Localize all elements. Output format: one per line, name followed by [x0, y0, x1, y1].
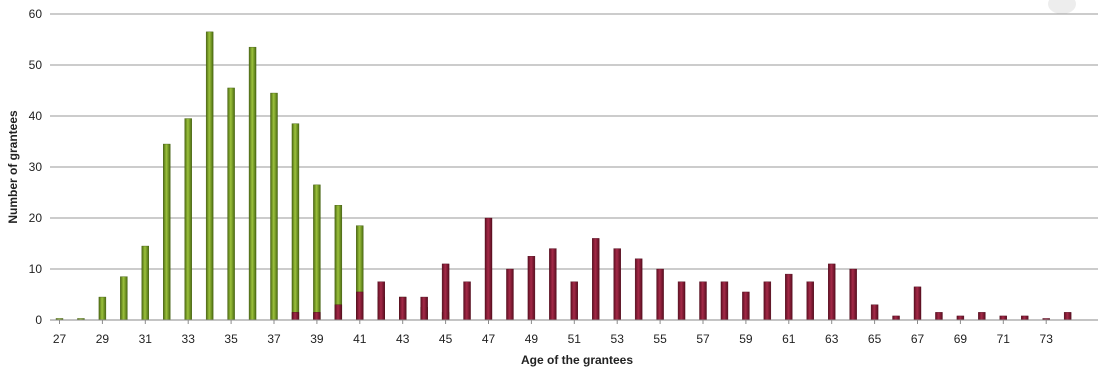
- x-tick-label: 41: [353, 332, 367, 346]
- bar: [913, 286, 922, 321]
- bar: [141, 245, 150, 321]
- bar: [956, 315, 965, 321]
- bars: [55, 31, 1072, 321]
- bar: [484, 217, 493, 321]
- bar: [935, 312, 943, 321]
- bar: [334, 205, 343, 321]
- y-axis-title: Number of grantees: [6, 110, 20, 224]
- y-tick-label: 30: [29, 160, 43, 174]
- y-axis-ticks: 0 10 20 30 40 50 60: [29, 7, 43, 327]
- y-tick-label: 20: [29, 211, 43, 225]
- bar: [656, 268, 664, 321]
- x-tick-label: 27: [53, 332, 67, 346]
- x-tick-label: 37: [267, 332, 281, 346]
- bar: [377, 281, 385, 321]
- bar: [763, 281, 772, 321]
- bar: [227, 87, 235, 321]
- bar: [248, 46, 257, 321]
- x-tick-label: 29: [96, 332, 110, 346]
- bar: [356, 291, 364, 321]
- x-tick-label: 61: [782, 332, 796, 346]
- x-tick-label: 65: [868, 332, 882, 346]
- bar: [978, 312, 986, 321]
- bar: [1063, 312, 1072, 321]
- bar: [870, 304, 879, 321]
- bar: [720, 281, 729, 321]
- gridlines: [50, 13, 1098, 270]
- bar: [291, 312, 300, 321]
- x-tick-label: 55: [653, 332, 667, 346]
- bar: [205, 31, 214, 321]
- x-tick-label: 49: [525, 332, 539, 346]
- x-tick-label: 73: [1040, 332, 1054, 346]
- x-tick-label: 51: [568, 332, 582, 346]
- y-tick-label: 60: [29, 7, 43, 21]
- x-tick-label: 39: [310, 332, 324, 346]
- bar: [441, 263, 450, 321]
- x-tick-label: 59: [739, 332, 753, 346]
- bar: [98, 296, 107, 321]
- bar: [184, 118, 192, 321]
- x-axis-title: Age of the grantees: [521, 353, 633, 367]
- x-tick-label: 67: [911, 332, 925, 346]
- bar: [120, 276, 128, 321]
- x-tick-label: 35: [224, 332, 238, 346]
- bar: [334, 304, 343, 321]
- x-axis-ticks: 27 29 31 33 35 37 39 41 43 45 47 49 51 53 55 57 59 61 63 65…: [53, 320, 1053, 346]
- bar: [463, 281, 471, 321]
- bar: [1021, 315, 1029, 321]
- x-tick-label: 53: [611, 332, 625, 346]
- bar: [806, 281, 814, 321]
- bar: [270, 92, 278, 321]
- bar: [892, 315, 900, 321]
- bar: [291, 123, 300, 321]
- y-tick-label: 10: [29, 262, 43, 276]
- y-tick-label: 0: [35, 313, 42, 327]
- x-tick-label: 63: [825, 332, 839, 346]
- bar: [613, 248, 621, 321]
- bar: [634, 258, 643, 321]
- bar: [742, 291, 750, 321]
- bar: [506, 268, 514, 321]
- y-tick-label: 50: [29, 58, 43, 72]
- bar: [527, 256, 536, 321]
- bar: [313, 184, 321, 321]
- bar: [828, 263, 836, 321]
- bar: [592, 238, 600, 321]
- corner-decoration: [1048, 0, 1076, 14]
- x-tick-label: 31: [139, 332, 153, 346]
- x-tick-label: 45: [439, 332, 453, 346]
- x-tick-label: 33: [182, 332, 196, 346]
- bar: [549, 248, 557, 321]
- x-tick-label: 57: [696, 332, 710, 346]
- bar: [677, 281, 686, 321]
- bar: [699, 281, 707, 321]
- bar: [785, 273, 793, 321]
- y-tick-label: 40: [29, 109, 43, 123]
- bar: [849, 268, 857, 321]
- x-tick-label: 69: [954, 332, 968, 346]
- x-tick-label: 43: [396, 332, 410, 346]
- bar: [399, 296, 407, 321]
- bar: [163, 143, 171, 321]
- bar: [313, 312, 321, 321]
- x-tick-label: 47: [482, 332, 496, 346]
- bar: [570, 281, 578, 321]
- bar: [999, 315, 1007, 321]
- x-tick-label: 71: [997, 332, 1011, 346]
- bar: [420, 296, 428, 321]
